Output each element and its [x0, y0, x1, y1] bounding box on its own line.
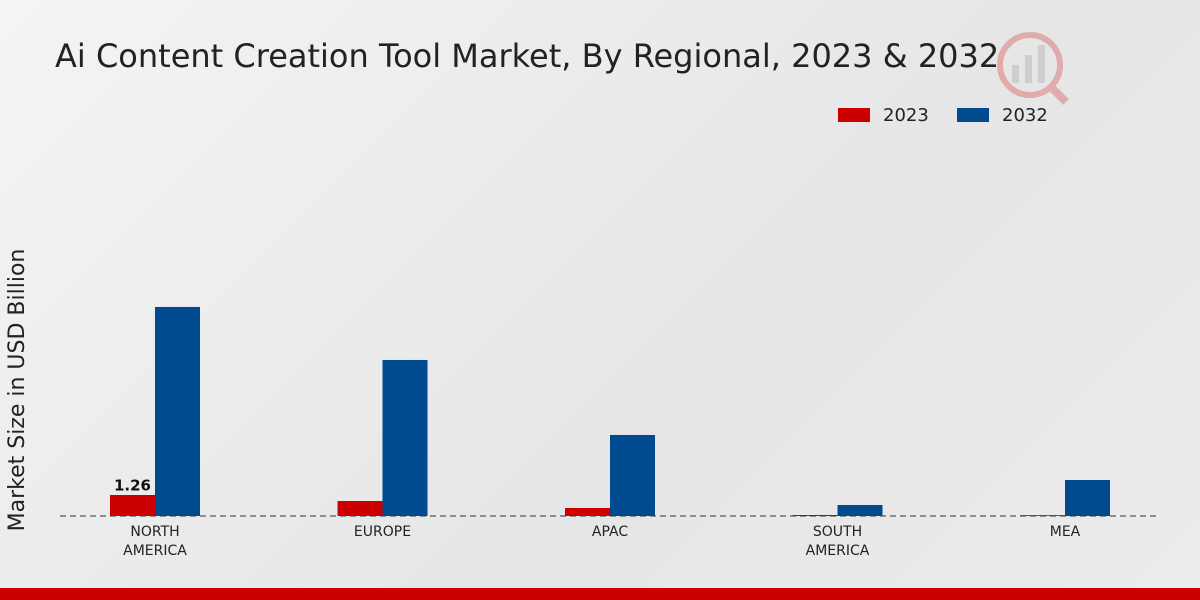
bar — [565, 507, 610, 516]
legend-swatch — [838, 108, 870, 122]
bar — [1065, 479, 1110, 516]
bar — [610, 434, 655, 516]
bar — [110, 494, 155, 516]
x-tick-label: EUROPE — [353, 524, 412, 540]
bar — [382, 359, 428, 516]
x-tick-label: MEA — [1049, 524, 1081, 540]
bar — [792, 514, 838, 516]
bar — [837, 504, 883, 516]
logo — [997, 32, 1069, 105]
bar — [1020, 515, 1065, 516]
x-tick-label: SOUTH AMERICA — [805, 524, 870, 559]
footer-strip — [0, 588, 1200, 600]
bar — [337, 500, 383, 516]
data-label: 1.26 — [114, 476, 151, 494]
legend-label: 2032 — [1002, 105, 1048, 126]
x-tick-label: APAC — [591, 524, 629, 540]
bar — [155, 306, 200, 516]
x-tick-label: NORTH AMERICA — [123, 524, 187, 559]
legend-swatch — [957, 108, 989, 122]
y-axis-label: Market Size in USD Billion — [5, 249, 30, 532]
legend-label: 2023 — [883, 105, 929, 126]
chart-title: Ai Content Creation Tool Market, By Regi… — [55, 37, 999, 75]
